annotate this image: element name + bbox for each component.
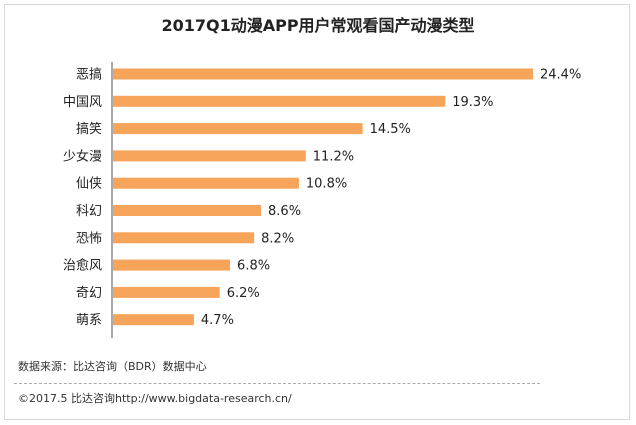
value-label: 19.3%: [452, 95, 493, 110]
value-label: 24.4%: [540, 68, 581, 83]
category-label: 恶搞: [76, 67, 102, 83]
data-source-note: 数据来源：比达咨询（BDR）数据中心: [18, 360, 207, 373]
bar: [113, 68, 533, 80]
category-label: 科幻: [76, 204, 102, 219]
bar: [113, 205, 262, 216]
category-label: 仙侠: [76, 177, 102, 192]
category-label: 恐怖: [76, 230, 102, 246]
bar: [113, 150, 306, 162]
value-label: 6.2%: [227, 286, 260, 301]
bar: [113, 232, 255, 244]
bar: [113, 259, 231, 271]
value-label: 10.8%: [306, 177, 347, 192]
bars-group: 恶搞 24.4% 中国风 19.3% 搞笑 14.5% 少女漫 11.2% 仙侠 10.8% 科幻 8…: [63, 67, 581, 329]
bar: [113, 314, 194, 326]
category-label: 治愈风: [63, 259, 102, 274]
bar: [113, 95, 446, 107]
value-label: 11.2%: [313, 149, 354, 164]
value-label: 8.2%: [261, 231, 294, 246]
bar: [113, 123, 363, 135]
value-label: 14.5%: [370, 122, 411, 137]
footer-divider: [14, 383, 540, 384]
category-label: 中国风: [63, 95, 102, 110]
value-label: 8.6%: [268, 204, 301, 219]
chart-frame: [4, 4, 630, 420]
category-label: 少女漫: [63, 148, 102, 164]
category-label: 搞笑: [76, 121, 102, 137]
category-label: 奇幻: [76, 285, 102, 301]
value-label: 4.7%: [201, 313, 234, 328]
chart-title: 2017Q1动漫APP用户常观看国产动漫类型: [161, 16, 475, 35]
bar: [113, 286, 220, 298]
footer-copyright: ©2017.5 比达咨询http://www.bigdata-research.…: [18, 392, 292, 405]
bar: [113, 177, 299, 189]
value-label: 6.8%: [237, 259, 270, 274]
category-label: 萌系: [76, 313, 102, 328]
